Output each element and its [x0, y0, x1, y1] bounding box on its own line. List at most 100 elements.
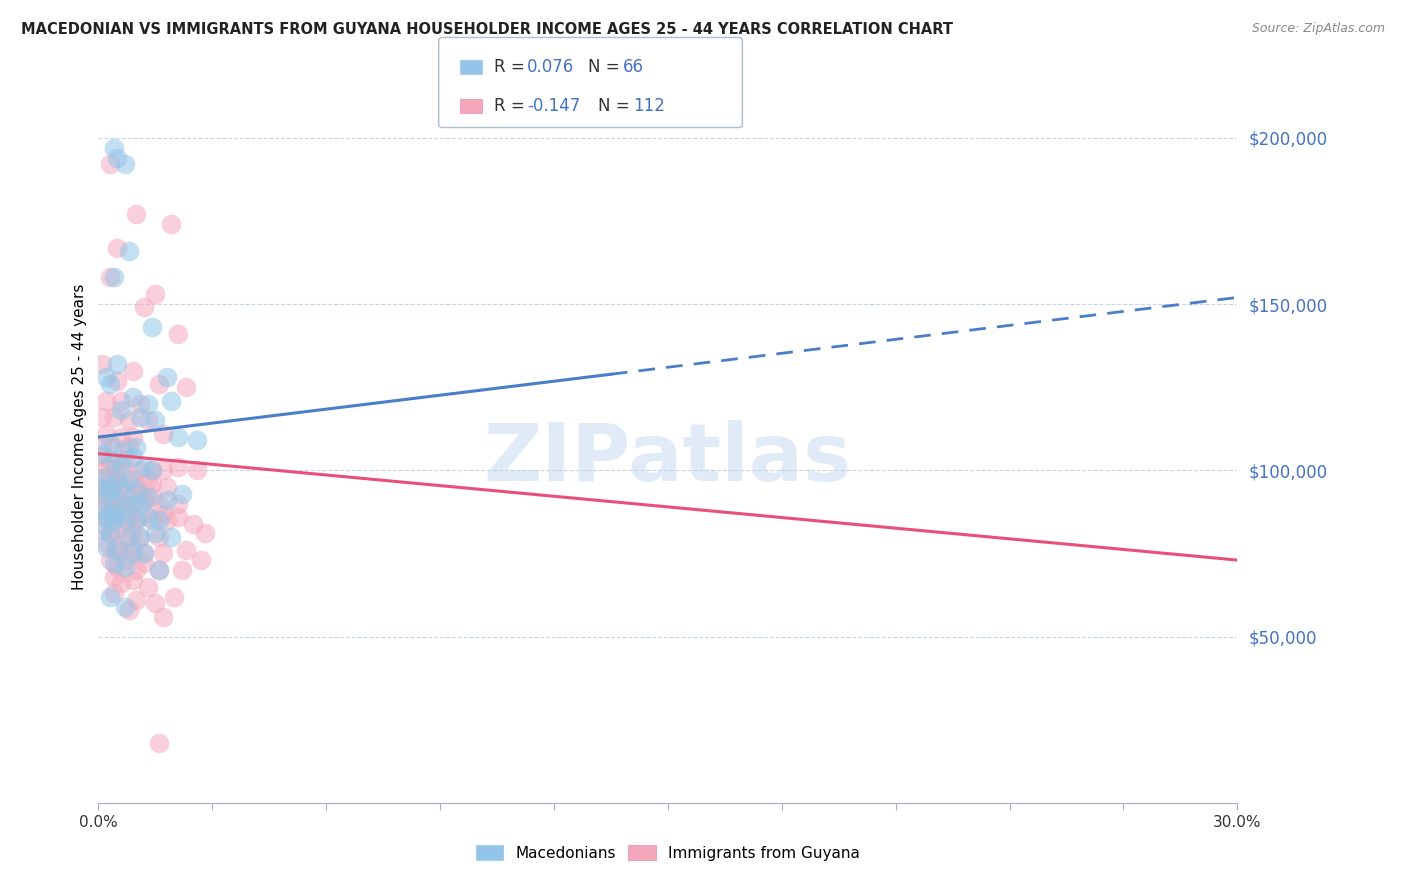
Point: [152, 463, 174, 477]
Point: [167, 430, 190, 444]
Point: [118, 440, 141, 454]
Point: [174, 543, 197, 558]
Point: [132, 493, 155, 508]
Point: [136, 473, 159, 487]
Point: [91, 357, 114, 371]
Point: [152, 546, 174, 560]
Text: N =: N =: [588, 58, 624, 76]
Point: [145, 287, 167, 301]
Point: [152, 609, 174, 624]
Point: [107, 540, 129, 554]
Point: [103, 513, 125, 527]
Point: [118, 473, 141, 487]
Point: [132, 557, 155, 571]
Point: [98, 470, 121, 484]
Text: R =: R =: [494, 97, 530, 115]
Point: [103, 476, 125, 491]
Point: [103, 570, 125, 584]
Point: [148, 563, 170, 577]
Point: [91, 523, 114, 537]
Point: [118, 244, 141, 258]
Point: [98, 486, 121, 500]
Point: [91, 503, 114, 517]
Point: [98, 436, 121, 450]
Point: [98, 483, 121, 498]
Point: [148, 497, 170, 511]
Point: [91, 447, 114, 461]
Y-axis label: Householder Income Ages 25 - 44 years: Householder Income Ages 25 - 44 years: [72, 284, 87, 591]
Point: [98, 376, 121, 391]
Point: [114, 553, 136, 567]
Point: [103, 141, 125, 155]
Point: [121, 523, 143, 537]
Point: [167, 509, 190, 524]
Point: [110, 576, 132, 591]
Point: [159, 393, 181, 408]
Point: [156, 493, 179, 508]
Point: [107, 374, 129, 388]
Point: [152, 507, 174, 521]
Point: [121, 497, 143, 511]
Point: [103, 586, 125, 600]
Point: [125, 513, 148, 527]
Point: [114, 530, 136, 544]
Point: [98, 270, 121, 285]
Point: [118, 546, 141, 560]
Point: [98, 503, 121, 517]
Point: [107, 490, 129, 504]
Point: [118, 530, 141, 544]
Point: [107, 507, 129, 521]
Point: [103, 493, 125, 508]
Point: [114, 559, 136, 574]
Point: [94, 493, 117, 508]
Point: [141, 513, 163, 527]
Point: [167, 460, 190, 475]
Point: [110, 480, 132, 494]
Point: [121, 430, 143, 444]
Point: [148, 530, 170, 544]
Point: [94, 480, 117, 494]
Point: [148, 736, 170, 750]
Point: [132, 507, 155, 521]
Point: [94, 393, 117, 408]
Point: [170, 563, 193, 577]
Point: [186, 434, 208, 448]
Point: [152, 426, 174, 441]
Point: [145, 526, 167, 541]
Point: [194, 526, 217, 541]
Point: [114, 599, 136, 614]
Point: [94, 486, 117, 500]
Point: [148, 513, 170, 527]
Point: [94, 470, 117, 484]
Point: [91, 480, 114, 494]
Point: [145, 413, 167, 427]
Point: [129, 530, 152, 544]
Point: [114, 463, 136, 477]
Point: [91, 410, 114, 425]
Point: [125, 483, 148, 498]
Point: [103, 543, 125, 558]
Point: [125, 513, 148, 527]
Point: [103, 270, 125, 285]
Point: [98, 526, 121, 541]
Point: [94, 460, 117, 475]
Point: [167, 497, 190, 511]
Point: [156, 513, 179, 527]
Point: [174, 380, 197, 394]
Point: [129, 530, 152, 544]
Point: [114, 453, 136, 467]
Text: MACEDONIAN VS IMMIGRANTS FROM GUYANA HOUSEHOLDER INCOME AGES 25 - 44 YEARS CORRE: MACEDONIAN VS IMMIGRANTS FROM GUYANA HOU…: [21, 22, 953, 37]
Point: [118, 603, 141, 617]
Point: [186, 463, 208, 477]
Text: -0.147: -0.147: [527, 97, 581, 115]
Point: [125, 207, 148, 221]
Point: [136, 509, 159, 524]
Point: [94, 370, 117, 384]
Point: [132, 546, 155, 560]
Text: 66: 66: [623, 58, 644, 76]
Point: [132, 301, 155, 315]
Point: [183, 516, 205, 531]
Point: [121, 540, 143, 554]
Point: [91, 503, 114, 517]
Point: [118, 490, 141, 504]
